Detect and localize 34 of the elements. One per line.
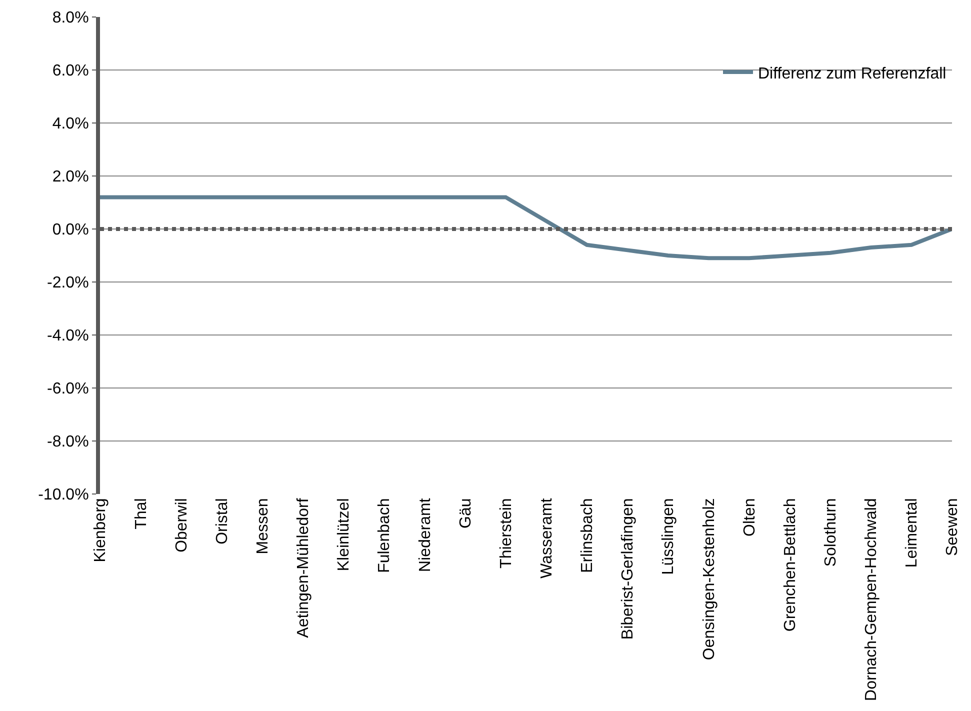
x-tick-label: Grenchen-Bettlach [782,498,799,632]
x-tick-label: Thierstein [498,498,515,568]
x-tick-label: Lüsslingen [660,498,678,575]
y-tick-label: -6.0% [47,380,89,398]
y-tick-label: 0.0% [52,222,89,239]
y-tick-label: 4.0% [52,116,89,133]
y-tick-label: 8.0% [52,10,89,27]
x-tick-label: Olten [741,498,758,536]
y-tick-label: 6.0% [52,62,89,80]
x-tick-label: Biberist-Gerlafingen [620,498,637,640]
x-tick-label: Erlinsbach [579,498,596,573]
x-tick-label: Oristal [214,498,231,544]
x-tick-label: Oensingen-Kestenholz [700,498,718,660]
x-tick-label: Solothurn [822,498,840,567]
legend-label: Differenz zum Referenzfall [758,65,946,82]
x-tick-label: Niederamt [416,498,434,572]
y-tick-label: -10.0% [38,486,89,504]
y-tick-label: -8.0% [47,434,89,451]
y-tick-label: -2.0% [47,274,89,292]
x-tick-label: Dornach-Gempen-Hochwald [863,498,880,701]
x-tick-label: Fulenbach [376,498,394,573]
x-tick-label: Kienberg [92,498,110,562]
y-tick-label: -4.0% [47,328,89,345]
x-tick-label: Leimental [904,498,921,568]
x-tick-label: Wasseramt [538,498,556,579]
x-tick-label: Thal [132,498,150,530]
x-tick-label: Messen [254,498,272,554]
line-series [100,195,952,260]
y-tick-label: 2.0% [52,168,89,186]
x-tick-label: Oberwil [173,498,190,552]
x-tick-label: Aetingen-Mühledorf [295,498,312,638]
x-tick-label: Seewen [944,498,962,556]
x-tick-label: Gäu [457,498,474,528]
x-tick-label: Kleinlützel [336,498,353,572]
